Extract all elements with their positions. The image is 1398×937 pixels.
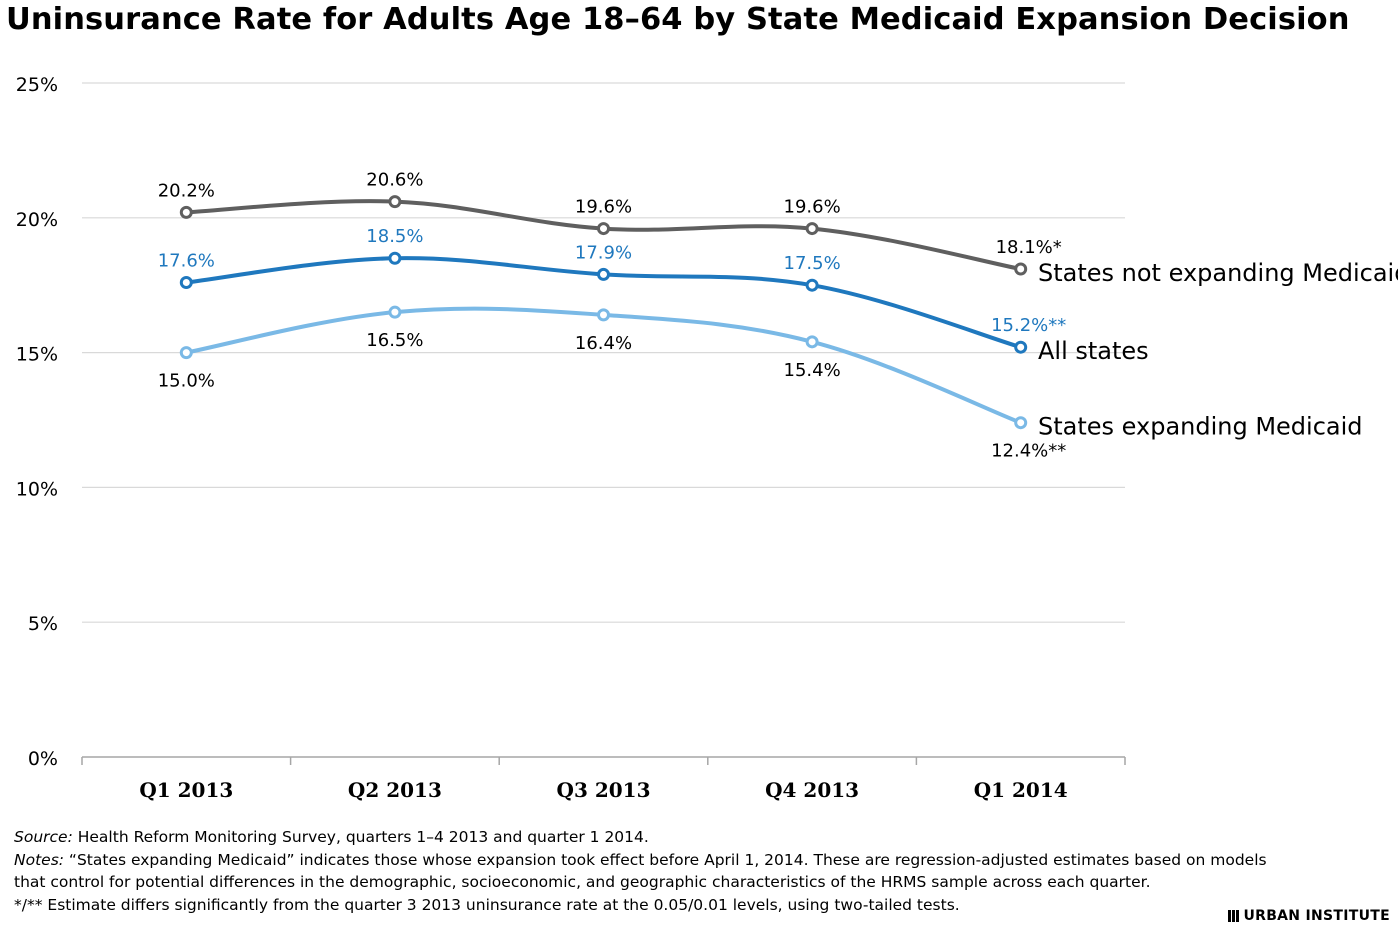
x-tick-label: Q1 2013 <box>139 778 233 802</box>
data-point <box>805 222 819 236</box>
urban-institute-logo: URBAN INSTITUTE <box>1228 908 1390 924</box>
notes-label: Notes: <box>14 850 64 869</box>
y-tick-label: 0% <box>28 748 58 770</box>
data-point <box>597 308 610 322</box>
series-line <box>184 306 1023 425</box>
source-label: Source: <box>14 828 73 846</box>
data-point <box>179 205 193 219</box>
chart-footer: Source: Health Reform Monitoring Survey,… <box>14 826 1267 916</box>
data-point <box>1014 416 1028 430</box>
data-label: 16.5% <box>366 330 423 351</box>
x-tick-label: Q4 2013 <box>765 778 859 802</box>
source-text: Health Reform Monitoring Survey, quarter… <box>72 828 649 846</box>
data-label: 19.6% <box>575 197 632 218</box>
urban-institute-logo-icon <box>1228 910 1240 922</box>
data-point <box>805 278 819 292</box>
y-tick-label: 15% <box>16 344 58 366</box>
data-label: 20.6% <box>366 170 423 191</box>
data-label: 15.4% <box>784 360 841 381</box>
series-end-label: States expanding Medicaid <box>1038 413 1363 441</box>
data-label: 20.2% <box>158 180 215 201</box>
data-label: 18.1%* <box>996 237 1062 258</box>
data-label: 18.5% <box>366 226 423 247</box>
data-point <box>388 305 402 319</box>
source-note: Source: Health Reform Monitoring Survey,… <box>14 826 1267 849</box>
data-point <box>597 222 610 236</box>
y-tick-label: 20% <box>16 209 58 231</box>
y-tick-label: 5% <box>28 613 58 635</box>
notes-line-1: Notes: “States expanding Medicaid” indic… <box>14 849 1267 872</box>
x-tick-label: Q1 2014 <box>974 778 1068 802</box>
data-point <box>388 195 402 209</box>
data-label: 15.2%** <box>991 315 1066 336</box>
data-point <box>805 335 819 349</box>
notes-line-3: */** Estimate differs significantly from… <box>14 895 960 914</box>
notes-line-2: that control for potential differences i… <box>14 873 1151 891</box>
data-label: 16.4% <box>575 333 632 354</box>
data-label: 12.4%** <box>991 441 1066 462</box>
data-point <box>179 346 193 360</box>
data-label: 15.0% <box>158 371 215 392</box>
series-end-label: States not expanding Medicaid <box>1038 259 1398 287</box>
y-tick-label: 25% <box>16 74 58 96</box>
data-label: 17.6% <box>158 251 215 272</box>
data-point <box>388 251 402 265</box>
data-label: 19.6% <box>784 197 841 218</box>
x-tick-label: Q3 2013 <box>557 778 651 802</box>
data-point <box>597 267 610 281</box>
data-point <box>1014 340 1028 354</box>
data-point <box>179 276 193 290</box>
data-label: 17.9% <box>575 242 632 263</box>
data-point <box>1014 262 1028 276</box>
chart-title: Uninsurance Rate for Adults Age 18–64 by… <box>6 2 1350 37</box>
x-tick-label: Q2 2013 <box>348 778 442 802</box>
y-tick-label: 10% <box>16 478 58 500</box>
notes-text-1: “States expanding Medicaid” indicates th… <box>64 850 1267 869</box>
series-end-label: All states <box>1038 337 1149 365</box>
data-label: 17.5% <box>784 253 841 274</box>
logo-text: URBAN INSTITUTE <box>1243 908 1390 924</box>
